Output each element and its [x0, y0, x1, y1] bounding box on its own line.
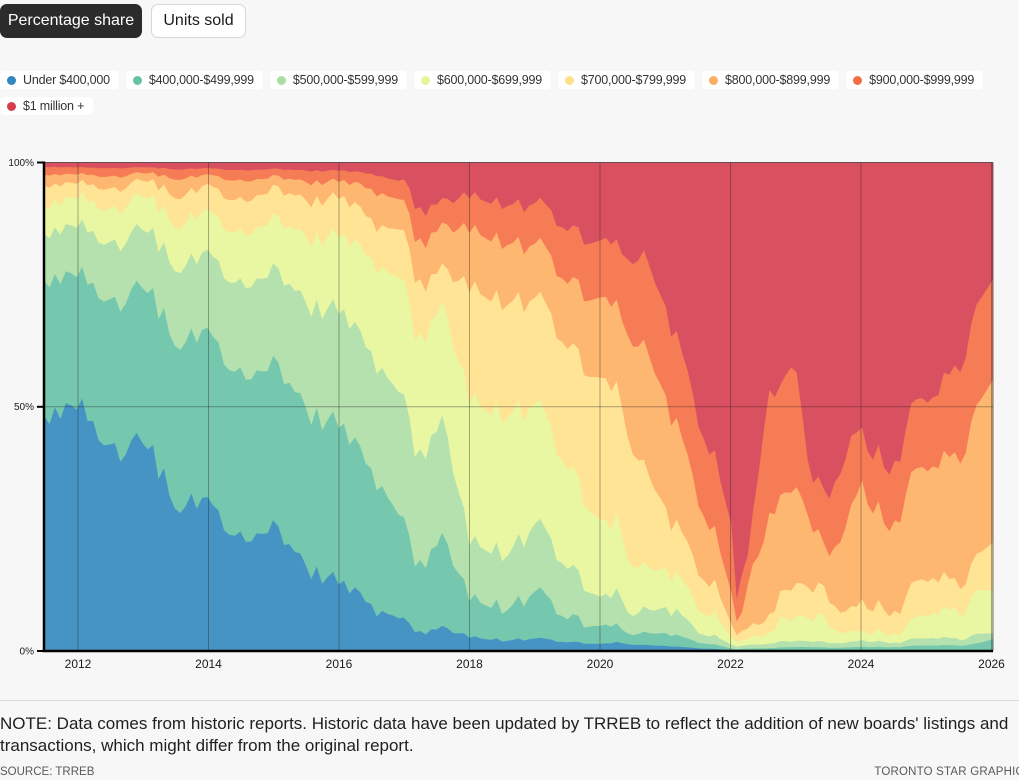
- svg-text:2012: 2012: [65, 657, 92, 671]
- svg-text:2024: 2024: [848, 657, 875, 671]
- svg-text:2016: 2016: [326, 657, 353, 671]
- svg-text:0%: 0%: [20, 646, 35, 657]
- svg-text:2018: 2018: [456, 657, 483, 671]
- svg-text:50%: 50%: [14, 402, 34, 413]
- svg-text:2014: 2014: [195, 657, 222, 671]
- svg-text:2026: 2026: [978, 657, 1005, 671]
- svg-text:100%: 100%: [8, 158, 34, 169]
- svg-text:2022: 2022: [717, 657, 744, 671]
- svg-text:2020: 2020: [587, 657, 614, 671]
